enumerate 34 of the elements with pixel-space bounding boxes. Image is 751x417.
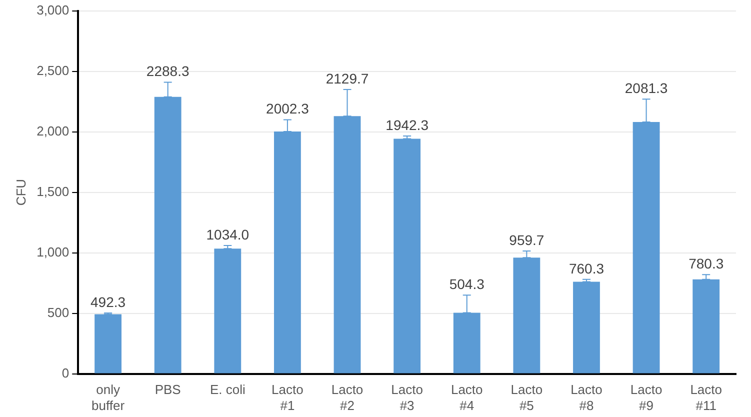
data-label: 1034.0 xyxy=(206,226,250,242)
x-tick-label: Lacto #8 xyxy=(570,382,602,413)
bar xyxy=(214,248,242,374)
y-tick-label: 2,500 xyxy=(36,62,70,78)
data-label: 1942.3 xyxy=(386,116,429,133)
x-tick-label: PBS xyxy=(154,382,182,398)
data-label: 2002.3 xyxy=(266,100,310,117)
x-tick-label: Lacto #1 xyxy=(272,382,304,413)
data-label: 2081.3 xyxy=(624,80,668,96)
data-label: 2129.7 xyxy=(326,70,369,86)
y-tick-label: 500 xyxy=(47,304,70,320)
x-tick-label: Lacto #3 xyxy=(391,382,423,413)
y-tick-label: 2,000 xyxy=(36,123,70,138)
data-label: 959.7 xyxy=(509,232,544,248)
y-tick-label: 0 xyxy=(62,365,70,380)
y-tick-label: 3,000 xyxy=(36,2,70,18)
x-tick-label: only buffer xyxy=(92,382,126,413)
bar xyxy=(573,282,600,374)
data-label: 760.3 xyxy=(568,260,604,276)
data-label: 780.3 xyxy=(688,255,724,272)
data-label: 2288.3 xyxy=(146,63,190,80)
y-axis-title: CFU xyxy=(13,178,28,206)
x-tick-label: Lacto #11 xyxy=(690,382,722,413)
x-tick-label: Lacto #9 xyxy=(630,382,662,413)
bar xyxy=(394,138,421,374)
y-tick-label: 1,500 xyxy=(36,184,70,199)
x-tick-label: Lacto #5 xyxy=(510,382,543,413)
x-tick-label: Lacto #4 xyxy=(450,382,483,413)
data-label: 492.3 xyxy=(90,294,126,310)
bar xyxy=(94,314,122,374)
x-tick-label: E. coli xyxy=(210,382,246,398)
data-label: 504.3 xyxy=(449,276,485,292)
x-tick-label: Lacto #2 xyxy=(331,382,364,413)
y-tick-label: 1,000 xyxy=(36,244,70,260)
